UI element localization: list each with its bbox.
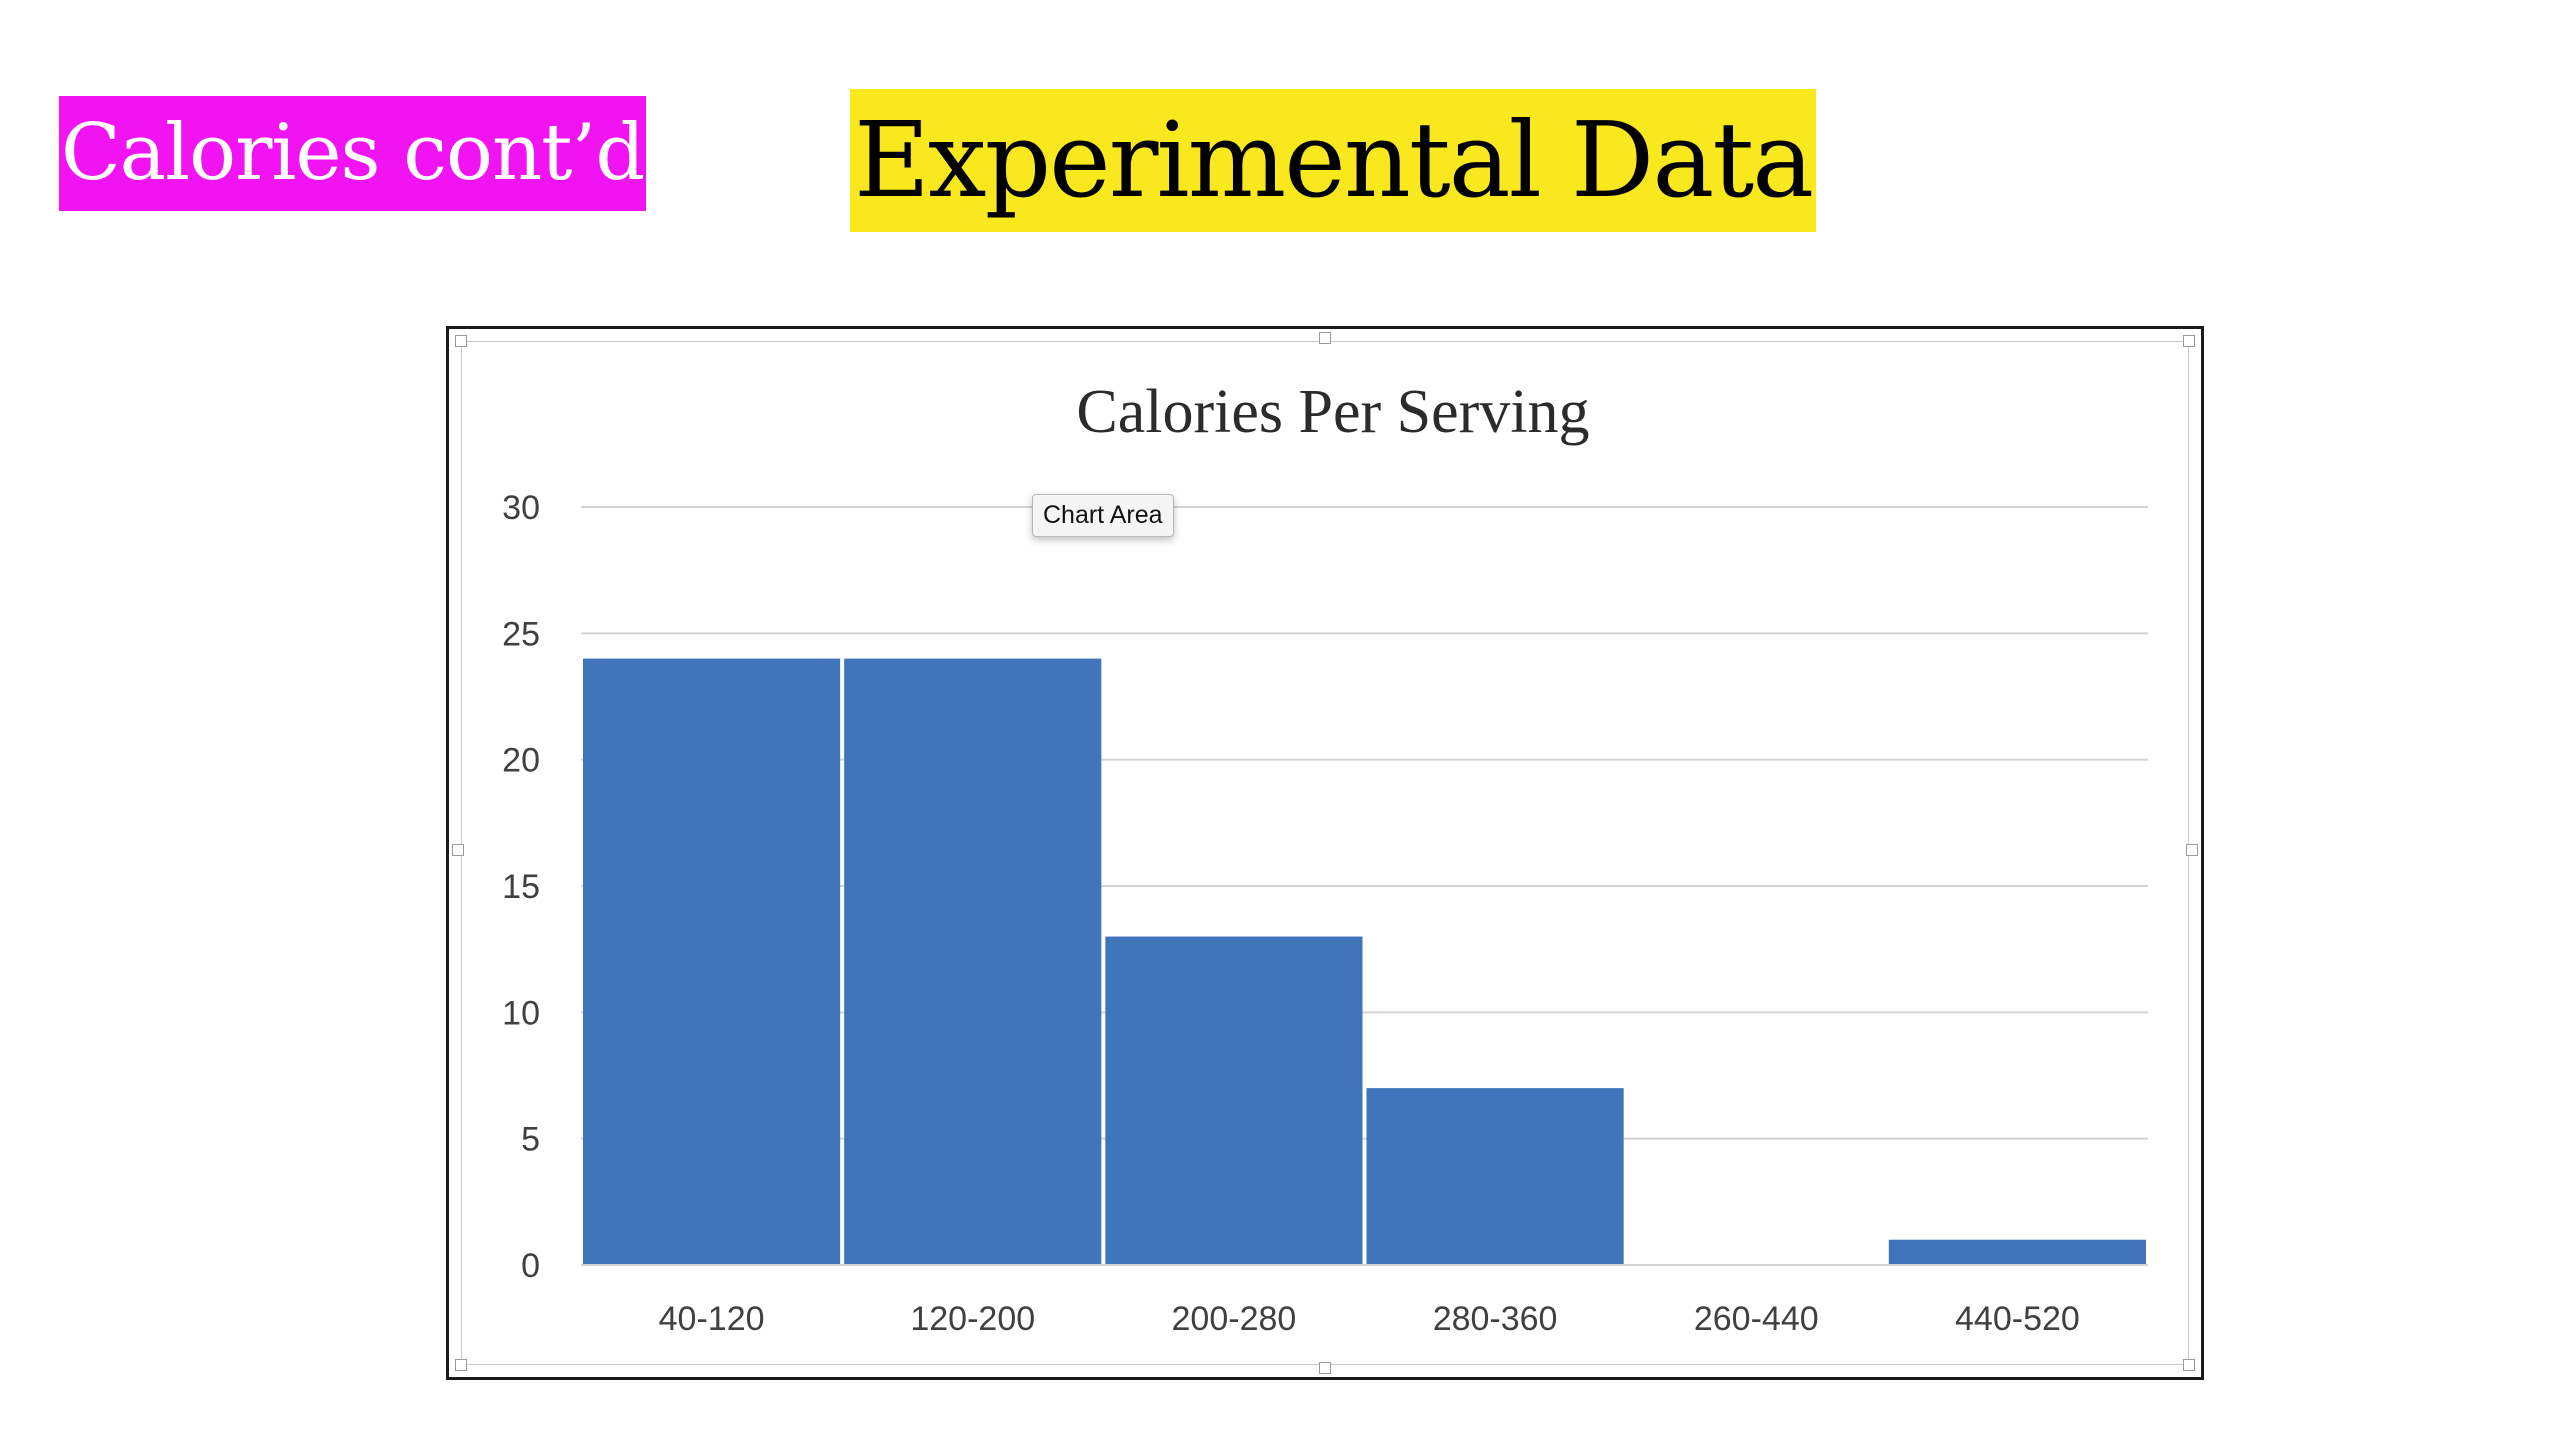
y-tick-label-25: 25 [502, 615, 540, 653]
y-tick-label-10: 10 [502, 994, 540, 1032]
x-tick-label-120-200: 120-200 [910, 1300, 1035, 1338]
y-tick-label-5: 5 [521, 1121, 540, 1159]
resize-handle-bottom[interactable] [1319, 1362, 1331, 1374]
y-tick-label-20: 20 [502, 742, 540, 780]
x-tick-label-200-280: 200-280 [1172, 1300, 1297, 1338]
bar-280-360[interactable] [1366, 1088, 1624, 1265]
bar-440-520[interactable] [1888, 1239, 2146, 1265]
chart-title: Calories Per Serving [1076, 378, 1589, 446]
y-tick-label-30: 30 [502, 489, 540, 527]
bar-200-280[interactable] [1105, 936, 1363, 1265]
x-tick-label-40-120: 40-120 [659, 1300, 765, 1338]
resize-handle-bottom-left[interactable] [455, 1359, 467, 1371]
resize-handle-top-right[interactable] [2183, 335, 2195, 347]
resize-handle-top[interactable] [1319, 332, 1331, 344]
chart-area-tooltip: Chart Area [1032, 494, 1174, 537]
page-title: Experimental Data [850, 89, 1817, 232]
resize-handle-left[interactable] [452, 844, 464, 856]
x-tick-label-440-520: 440-520 [1955, 1300, 2080, 1338]
resize-handle-top-left[interactable] [455, 335, 467, 347]
x-tick-label-260-440: 260-440 [1694, 1300, 1819, 1338]
section-label: Calories cont’d [59, 96, 647, 211]
x-tick-label-280-360: 280-360 [1433, 1300, 1558, 1338]
bar-120-200[interactable] [844, 658, 1102, 1265]
bar-40-120[interactable] [583, 658, 841, 1265]
y-tick-label-15: 15 [502, 868, 540, 906]
resize-handle-bottom-right[interactable] [2183, 1359, 2195, 1371]
resize-handle-right[interactable] [2186, 844, 2198, 856]
y-tick-label-0: 0 [521, 1247, 540, 1285]
